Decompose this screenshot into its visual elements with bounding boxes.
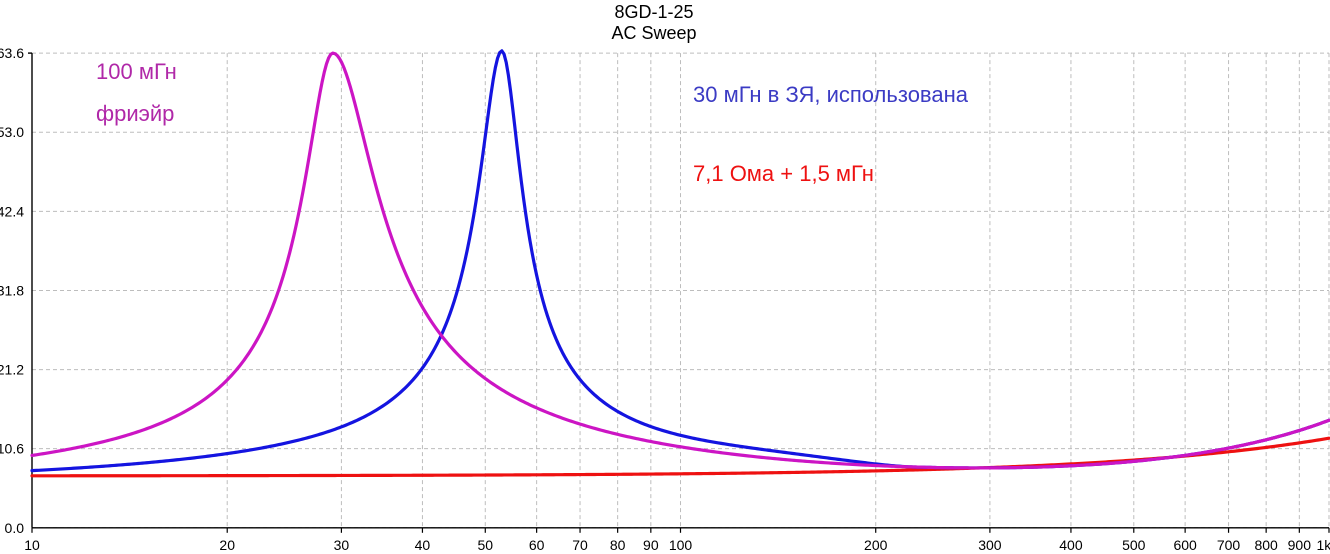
svg-text:20: 20 bbox=[219, 537, 235, 553]
svg-text:60: 60 bbox=[529, 537, 545, 553]
svg-text:1k: 1k bbox=[1317, 537, 1330, 553]
svg-text:100: 100 bbox=[669, 537, 693, 553]
svg-text:700: 700 bbox=[1217, 537, 1241, 553]
svg-text:AC Sweep: AC Sweep bbox=[611, 23, 696, 43]
svg-text:400: 400 bbox=[1059, 537, 1083, 553]
svg-text:90: 90 bbox=[643, 537, 659, 553]
svg-text:30 мГн в ЗЯ, использована: 30 мГн в ЗЯ, использована bbox=[693, 82, 969, 107]
svg-text:100 мГн: 100 мГн bbox=[96, 59, 177, 84]
svg-text:10: 10 bbox=[24, 537, 40, 553]
svg-text:фриэйр: фриэйр bbox=[96, 101, 174, 126]
svg-text:63.6: 63.6 bbox=[0, 45, 24, 61]
svg-text:8GD-1-25: 8GD-1-25 bbox=[614, 2, 693, 22]
svg-text:42.4: 42.4 bbox=[0, 203, 24, 219]
svg-text:31.8: 31.8 bbox=[0, 282, 24, 298]
svg-text:30: 30 bbox=[334, 537, 350, 553]
svg-text:40: 40 bbox=[415, 537, 431, 553]
svg-text:7,1 Ома + 1,5 мГн: 7,1 Ома + 1,5 мГн bbox=[693, 161, 874, 186]
svg-text:500: 500 bbox=[1122, 537, 1146, 553]
svg-text:53.0: 53.0 bbox=[0, 124, 24, 140]
svg-text:21.2: 21.2 bbox=[0, 362, 24, 378]
svg-text:50: 50 bbox=[477, 537, 493, 553]
svg-text:900: 900 bbox=[1288, 537, 1312, 553]
svg-text:200: 200 bbox=[864, 537, 888, 553]
svg-text:80: 80 bbox=[610, 537, 626, 553]
svg-text:600: 600 bbox=[1173, 537, 1197, 553]
svg-text:0.0: 0.0 bbox=[5, 520, 25, 536]
svg-text:300: 300 bbox=[978, 537, 1002, 553]
svg-text:70: 70 bbox=[572, 537, 588, 553]
svg-text:10.6: 10.6 bbox=[0, 441, 24, 457]
svg-text:800: 800 bbox=[1254, 537, 1278, 553]
